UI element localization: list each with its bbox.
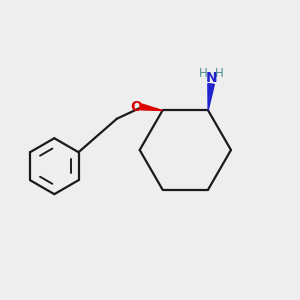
Text: H: H [199,67,207,80]
Text: O: O [130,100,142,114]
Text: N: N [205,71,217,85]
Polygon shape [208,84,214,110]
Text: H: H [215,67,224,80]
Polygon shape [141,104,163,110]
